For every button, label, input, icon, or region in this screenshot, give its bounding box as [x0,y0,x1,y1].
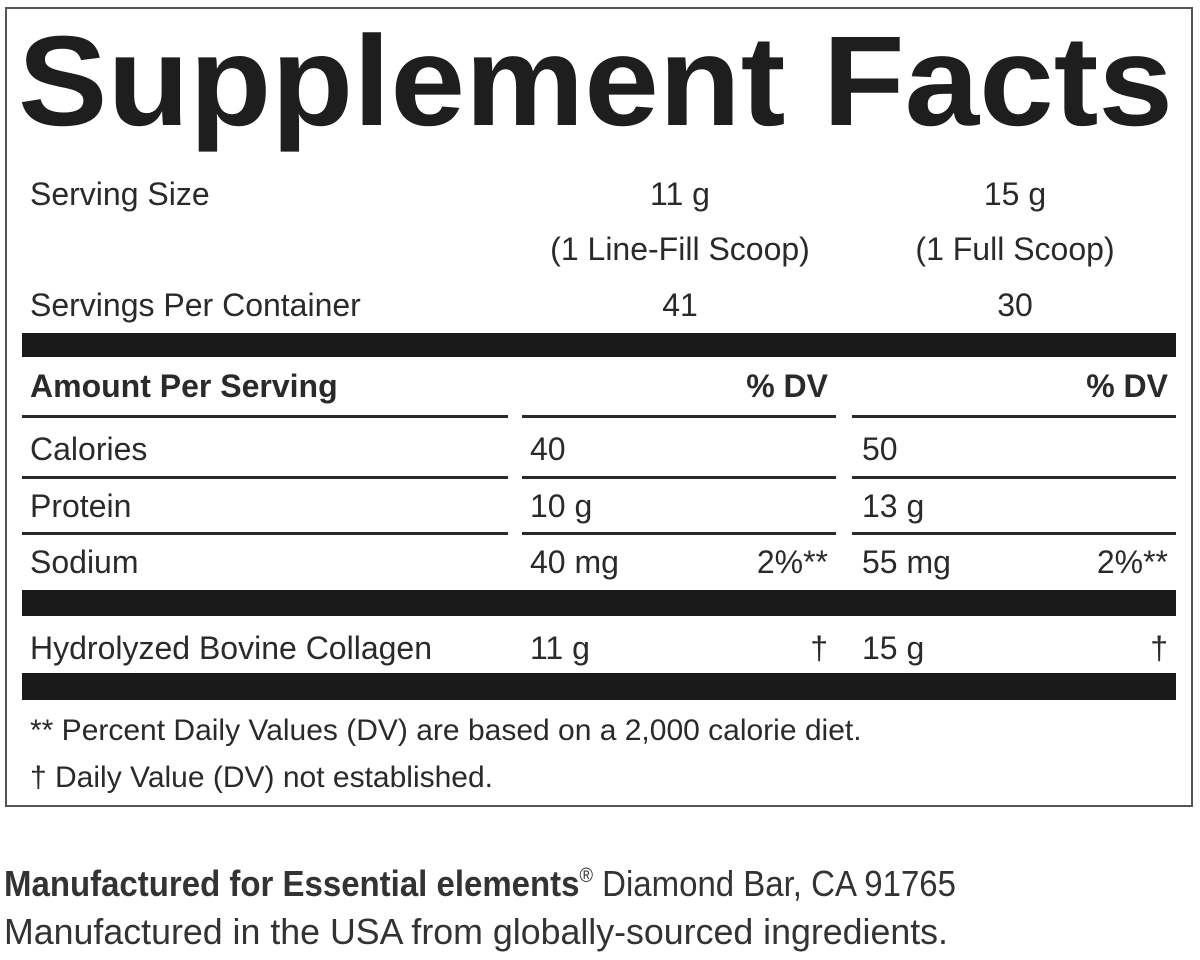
thick-rule [22,333,1176,357]
dv-header: % DV [746,368,828,404]
nutrient-amount: 10 g [530,488,592,524]
servings-value: 41 [662,287,698,323]
nutrient-amount: 40 mg [530,544,619,580]
thin-rule [852,476,1176,479]
serving-unit: (1 Full Scoop) [915,231,1114,267]
title: Supplement Facts [18,10,1173,153]
serving-size-label: Serving Size [30,176,210,212]
nutrient-name: Calories [30,431,147,467]
rows: Calories 40 50 Protein 10 g 13 g Sodium 40 mg 55… [30,431,1168,666]
serving-amount: 15 g [984,176,1046,212]
footer-line: Manufactured for Essential elements® Dia… [4,863,956,904]
thin-rule [852,415,1176,418]
serving-unit: (1 Line-Fill Scoop) [550,231,810,267]
nutrient-name: Sodium [30,544,139,580]
nutrient-name: Protein [30,488,131,524]
thin-rule [852,532,1176,535]
footnote: † Daily Value (DV) not established. [30,761,493,794]
serving-amount: 11 g [650,176,710,212]
nutrient-amount: 13 g [862,488,924,524]
nutrient-name: Hydrolyzed Bovine Collagen [30,630,432,666]
thin-rule [22,532,508,535]
thin-rule [522,415,836,418]
row-rules [22,415,1176,535]
thick-rule [22,590,1176,616]
header-label: Amount Per Serving [30,368,338,404]
thick-rule [22,673,1176,700]
nutrient-amount: 40 [530,431,566,467]
servings-value: 30 [997,287,1033,323]
nutrient-dv: † [1150,630,1168,666]
thin-rule [522,476,836,479]
nutrient-amount: 15 g [862,630,924,666]
footnote: ** Percent Daily Values (DV) are based o… [30,714,862,747]
nutrient-amount: 11 g [530,630,590,666]
address: Diamond Bar, CA 91765 [593,863,956,904]
registered-mark: ® [579,865,593,887]
servings-label: Servings Per Container [30,287,361,323]
nutrient-dv: 2%** [757,544,828,580]
dv-header: % DV [1086,368,1168,404]
manufacturer: Manufactured for Essential elements [4,863,579,904]
label-border [5,7,1193,807]
nutrient-dv: † [810,630,828,666]
thin-rule [22,476,508,479]
origin: Manufactured in the USA from globally-so… [4,911,948,952]
thin-rule [522,532,836,535]
nutrient-dv: 2%** [1097,544,1168,580]
thin-rule [22,415,508,418]
nutrient-amount: 50 [862,431,898,467]
nutrient-amount: 55 mg [862,544,951,580]
